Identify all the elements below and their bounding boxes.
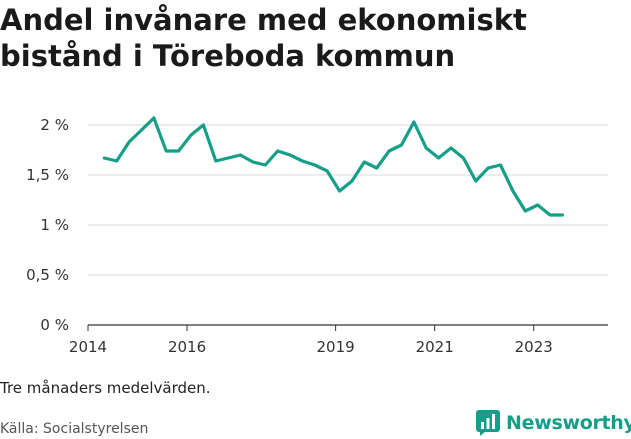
data-point (263, 163, 267, 167)
data-point (325, 169, 329, 173)
data-point (102, 156, 106, 160)
y-tick-label: 1,5 % (26, 166, 69, 184)
data-point (313, 163, 317, 167)
data-point (499, 163, 502, 167)
data-point (189, 133, 193, 137)
x-tick-label: 2014 (69, 338, 107, 356)
data-point (449, 146, 453, 150)
data-point (474, 179, 478, 183)
data-point (350, 179, 354, 183)
data-point (239, 153, 242, 157)
data-point (177, 149, 181, 153)
data-point (362, 160, 366, 164)
data-point (115, 159, 119, 163)
data-point (387, 149, 391, 153)
data-point (412, 120, 416, 124)
data-point (288, 153, 292, 157)
data-point (251, 160, 255, 164)
x-tick-label: 2016 (168, 338, 206, 356)
data-point (140, 128, 143, 132)
data-point (127, 140, 131, 144)
newsworthy-logo-icon (476, 410, 500, 436)
data-point (375, 166, 379, 170)
chart-source: Källa: Socialstyrelsen (0, 421, 149, 437)
data-point (462, 156, 465, 160)
brand-name: Newsworthy (506, 412, 631, 434)
data-point (164, 149, 168, 153)
data-point (511, 189, 515, 193)
y-tick-label: 0 % (40, 316, 69, 334)
chart-title: Andel invånare med ekonomiskt bistånd i … (0, 3, 527, 73)
data-point (548, 213, 552, 217)
data-point (214, 159, 218, 163)
y-tick-label: 1 % (40, 216, 69, 234)
axes (87, 324, 608, 331)
x-tick-label: 2019 (317, 338, 355, 356)
data-point (424, 146, 428, 150)
y-tick-label: 0,5 % (26, 266, 69, 284)
data-point (276, 149, 280, 153)
data-point (561, 213, 564, 217)
data-point (202, 123, 205, 127)
data-point (226, 156, 230, 160)
data-point (523, 209, 527, 213)
series-layer (102, 116, 565, 217)
data-point (301, 159, 304, 163)
series-line (102, 116, 565, 217)
x-tick-label: 2021 (416, 338, 454, 356)
x-tick-label: 2023 (515, 338, 553, 356)
data-point (437, 156, 440, 160)
data-point (152, 116, 156, 120)
chart-note: Tre månaders medelvärden. (0, 379, 211, 397)
data-point (486, 166, 490, 170)
y-tick-label: 2 % (40, 116, 69, 134)
grid-lines (88, 124, 608, 276)
data-point (400, 143, 403, 147)
brand-logo: Newsworthy (476, 408, 631, 438)
data-point (338, 189, 341, 193)
data-point (536, 203, 540, 207)
line-chart: 0 % 0,5 % 1 % 1,5 % 2 % 2014 2016 2019 2021 2023 (26, 116, 608, 356)
tick-labels: 0 % 0,5 % 1 % 1,5 % 2 % 2014 2016 2019 2021 2023 (26, 116, 553, 356)
